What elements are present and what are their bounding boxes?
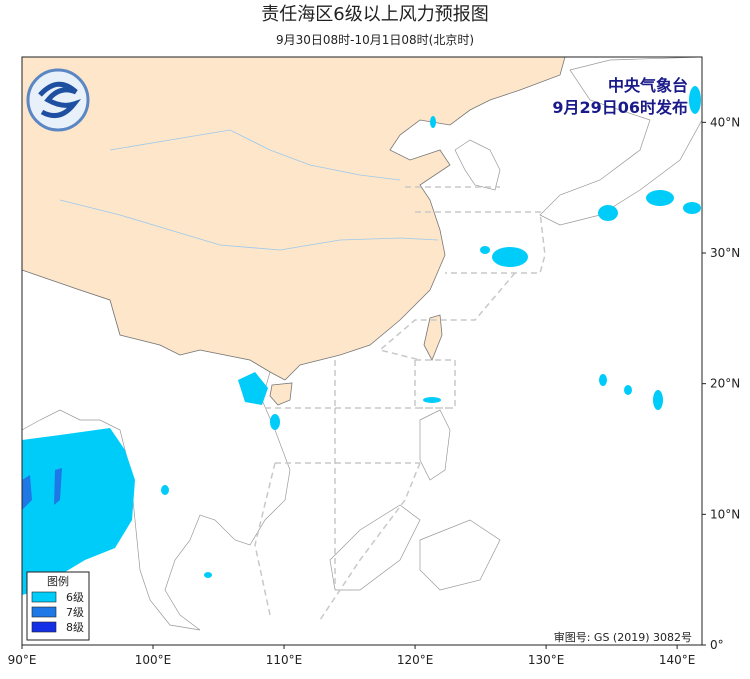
y-tick-label: 10°N	[710, 507, 740, 521]
wind-area-6	[22, 428, 135, 595]
x-tick-label: 140°E	[659, 653, 696, 667]
subtitle: 9月30日08时-10月1日08时(北京时)	[276, 33, 474, 47]
wind-area-6	[238, 372, 268, 405]
map-frame	[21, 56, 703, 646]
x-tick-label: 100°E	[135, 653, 172, 667]
legend-swatch	[31, 591, 57, 603]
x-tick-label: 90°E	[8, 653, 37, 667]
x-tick-label: 120°E	[397, 653, 434, 667]
x-tick-label: 130°E	[528, 653, 565, 667]
y-tick-label: 30°N	[710, 246, 740, 260]
legend: 图例 6级 7级 8级	[26, 571, 90, 641]
legend-swatch	[31, 621, 57, 633]
legend-label: 8级	[66, 621, 84, 634]
y-tick-label: 40°N	[710, 115, 740, 129]
legend-label: 6级	[66, 591, 84, 604]
y-tick-label: 0°	[710, 638, 724, 652]
y-tick-label: 20°N	[710, 377, 740, 391]
x-tick-label: 110°E	[266, 653, 303, 667]
legend-title: 图例	[47, 574, 69, 588]
issue-time: 9月29日06时发布	[552, 98, 688, 117]
legend-swatch	[31, 606, 57, 618]
map-area: 中央气象台 9月29日06时发布 审图号: GS (2019) 3082号	[22, 57, 702, 645]
approval-number: 审图号: GS (2019) 3082号	[554, 630, 692, 644]
title: 责任海区6级以上风力预报图	[261, 4, 488, 25]
agency: 中央气象台	[608, 76, 688, 95]
legend-label: 7级	[66, 606, 84, 619]
